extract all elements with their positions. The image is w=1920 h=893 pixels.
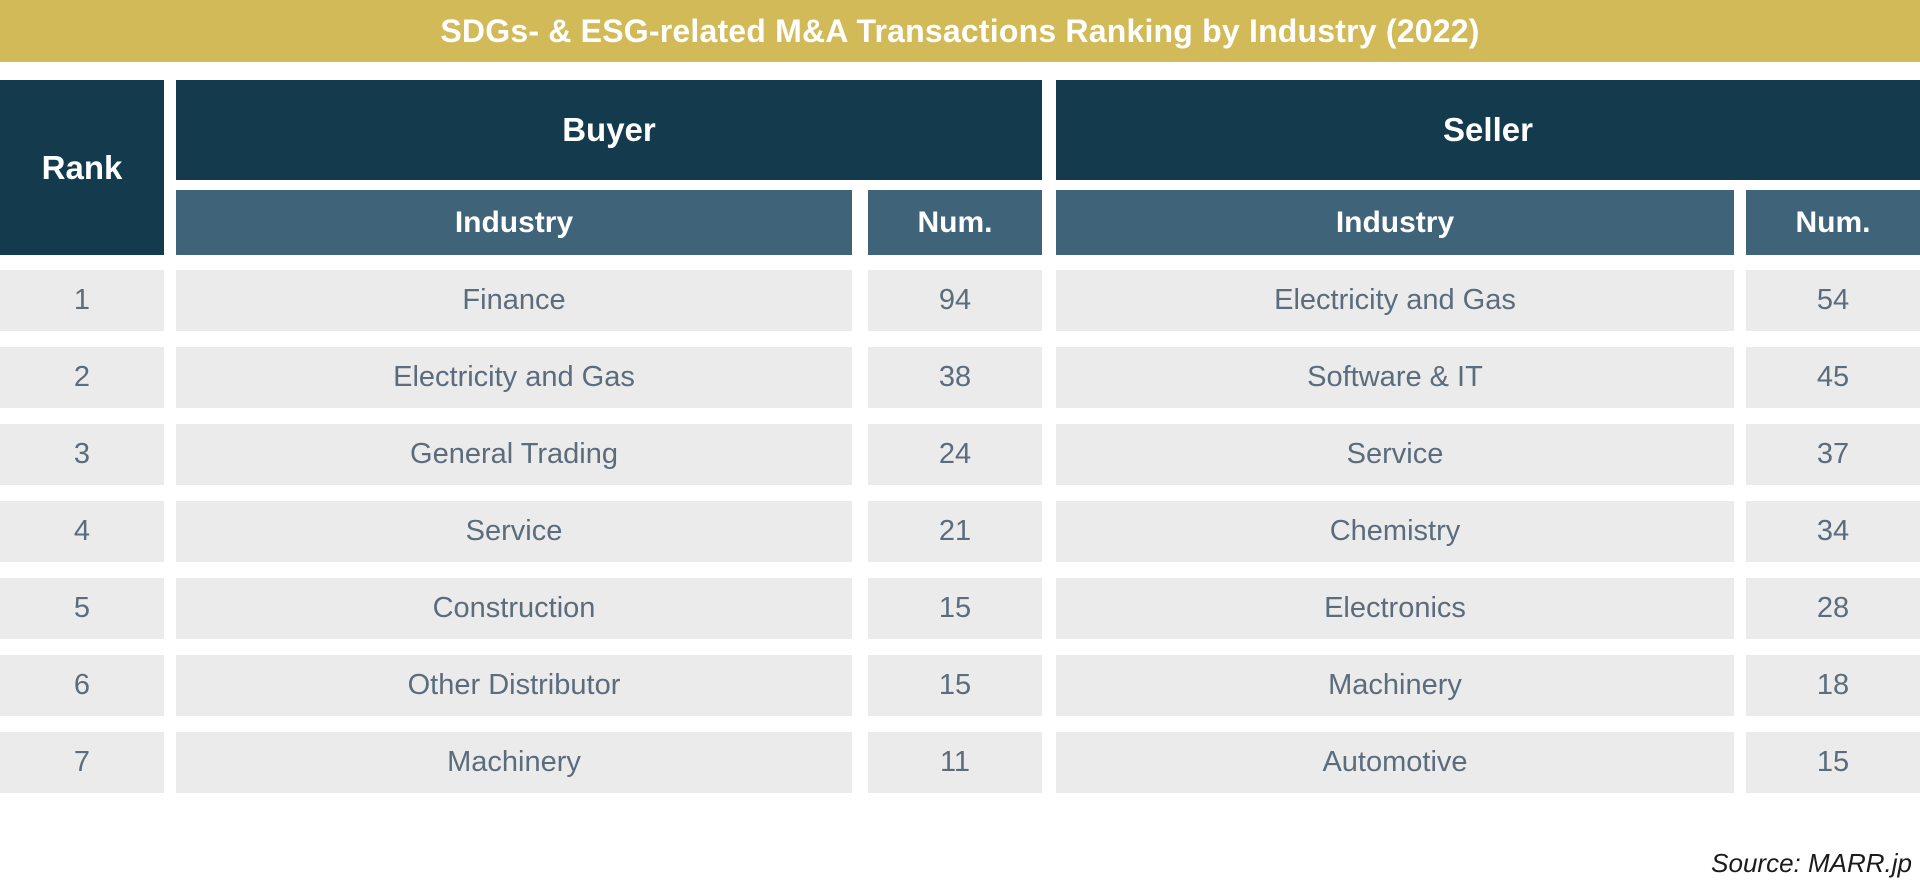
num-cell: 54	[1746, 270, 1920, 331]
num-cell: 37	[1746, 424, 1920, 485]
num-cell: 15	[868, 578, 1042, 639]
industry-cell: Electricity and Gas	[176, 347, 852, 408]
industry-cell: General Trading	[176, 424, 852, 485]
industry-cell: Machinery	[1056, 655, 1734, 716]
industry-cell: Electronics	[1056, 578, 1734, 639]
rank-column-header: Rank	[0, 80, 164, 255]
rank-cell: 3	[0, 424, 164, 485]
num-cell: 45	[1746, 347, 1920, 408]
seller-section-header: Seller	[1056, 80, 1920, 180]
seller-num-header: Num.	[1746, 190, 1920, 255]
num-cell: 24	[868, 424, 1042, 485]
industry-cell: Automotive	[1056, 732, 1734, 793]
industry-cell: Machinery	[176, 732, 852, 793]
buyer-industry-header: Industry	[176, 190, 852, 255]
num-cell: 15	[868, 655, 1042, 716]
industry-cell: Other Distributor	[176, 655, 852, 716]
rank-cell: 6	[0, 655, 164, 716]
rank-cell: 7	[0, 732, 164, 793]
industry-cell: Service	[176, 501, 852, 562]
industry-cell: Electricity and Gas	[1056, 270, 1734, 331]
rank-cell: 4	[0, 501, 164, 562]
num-cell: 38	[868, 347, 1042, 408]
industry-cell: Software & IT	[1056, 347, 1734, 408]
page-title: SDGs- & ESG-related M&A Transactions Ran…	[440, 12, 1480, 49]
rank-cell: 1	[0, 270, 164, 331]
title-banner: SDGs- & ESG-related M&A Transactions Ran…	[0, 0, 1920, 62]
buyer-section-header: Buyer	[176, 80, 1042, 180]
buyer-num-header: Num.	[868, 190, 1042, 255]
industry-cell: Chemistry	[1056, 501, 1734, 562]
num-cell: 34	[1746, 501, 1920, 562]
num-cell: 28	[1746, 578, 1920, 639]
industry-cell: Construction	[176, 578, 852, 639]
ranking-table: Rank Buyer Seller Industry Num. Industry…	[0, 80, 1920, 793]
num-cell: 18	[1746, 655, 1920, 716]
rank-cell: 5	[0, 578, 164, 639]
industry-cell: Service	[1056, 424, 1734, 485]
num-cell: 94	[868, 270, 1042, 331]
seller-industry-header: Industry	[1056, 190, 1734, 255]
source-attribution: Source: MARR.jp	[1711, 848, 1912, 878]
rank-cell: 2	[0, 347, 164, 408]
num-cell: 15	[1746, 732, 1920, 793]
num-cell: 11	[868, 732, 1042, 793]
industry-cell: Finance	[176, 270, 852, 331]
num-cell: 21	[868, 501, 1042, 562]
